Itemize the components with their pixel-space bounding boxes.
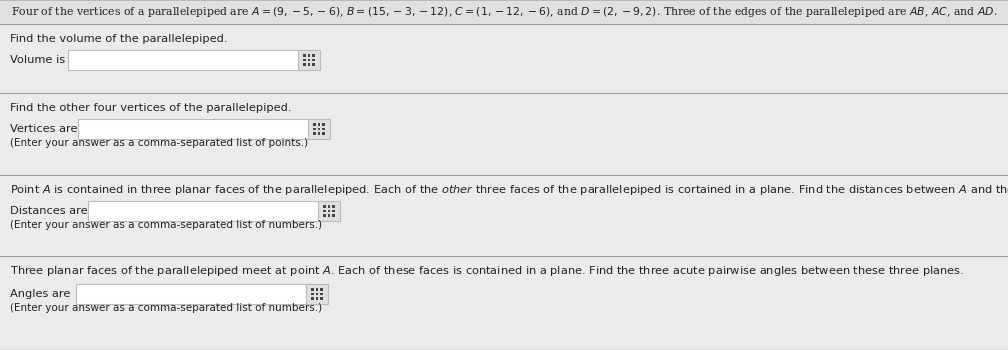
Bar (323, 123, 325, 126)
Text: Point $A$ is contained in three planar faces of the parallelepiped. Each of the : Point $A$ is contained in three planar f… (10, 183, 1008, 197)
Bar (321, 293, 323, 295)
Bar (312, 59, 314, 61)
Bar (308, 119, 330, 139)
Text: Angles are: Angles are (10, 289, 71, 299)
Bar (312, 54, 314, 57)
Bar (333, 205, 335, 208)
Bar (324, 214, 326, 217)
Bar (76, 284, 306, 304)
Bar (328, 205, 331, 208)
Bar (307, 59, 310, 61)
Bar (307, 63, 310, 66)
Bar (303, 59, 305, 61)
Bar (324, 210, 326, 212)
Text: Vertices are: Vertices are (10, 124, 78, 134)
Bar (313, 123, 316, 126)
Bar (333, 210, 335, 212)
Bar (321, 288, 323, 291)
Text: (Enter your answer as a comma-separated list of numbers.): (Enter your answer as a comma-separated … (10, 303, 323, 313)
Bar (0, 0, 1008, 24)
Bar (303, 63, 305, 66)
Text: Three planar faces of the parallelepiped meet at point $A$. Each of these faces : Three planar faces of the parallelepiped… (10, 264, 964, 278)
Bar (306, 284, 328, 304)
Bar (318, 128, 321, 130)
Text: Four of the vertices of a parallelepiped are $A=(9,-5,-6)$, $B=(15,-3,-12)$, $C=: Four of the vertices of a parallelepiped… (11, 5, 997, 19)
Text: Find the volume of the parallelepiped.: Find the volume of the parallelepiped. (10, 34, 228, 44)
Bar (313, 132, 316, 135)
Bar (312, 63, 314, 66)
Bar (333, 214, 335, 217)
Bar (78, 119, 308, 139)
Bar (313, 128, 316, 130)
Bar (318, 132, 321, 135)
Bar (323, 128, 325, 130)
Bar (316, 293, 319, 295)
Bar (318, 123, 321, 126)
Bar (311, 288, 313, 291)
Bar (324, 205, 326, 208)
Bar (307, 54, 310, 57)
Text: Find the other four vertices of the parallelepiped.: Find the other four vertices of the para… (10, 103, 291, 113)
Bar (311, 293, 313, 295)
Bar (298, 50, 320, 70)
Bar (318, 201, 340, 221)
Bar (88, 201, 318, 221)
Bar (316, 297, 319, 300)
Bar (328, 214, 331, 217)
Bar (323, 132, 325, 135)
Text: Distances are: Distances are (10, 206, 88, 216)
Bar (303, 54, 305, 57)
Text: (Enter your answer as a comma-separated list of numbers.): (Enter your answer as a comma-separated … (10, 220, 323, 230)
Bar (311, 297, 313, 300)
Bar (316, 288, 319, 291)
Bar (321, 297, 323, 300)
Bar (328, 210, 331, 212)
Bar (68, 50, 298, 70)
Text: Volume is: Volume is (10, 55, 66, 65)
Text: (Enter your answer as a comma-separated list of points.): (Enter your answer as a comma-separated … (10, 138, 308, 148)
